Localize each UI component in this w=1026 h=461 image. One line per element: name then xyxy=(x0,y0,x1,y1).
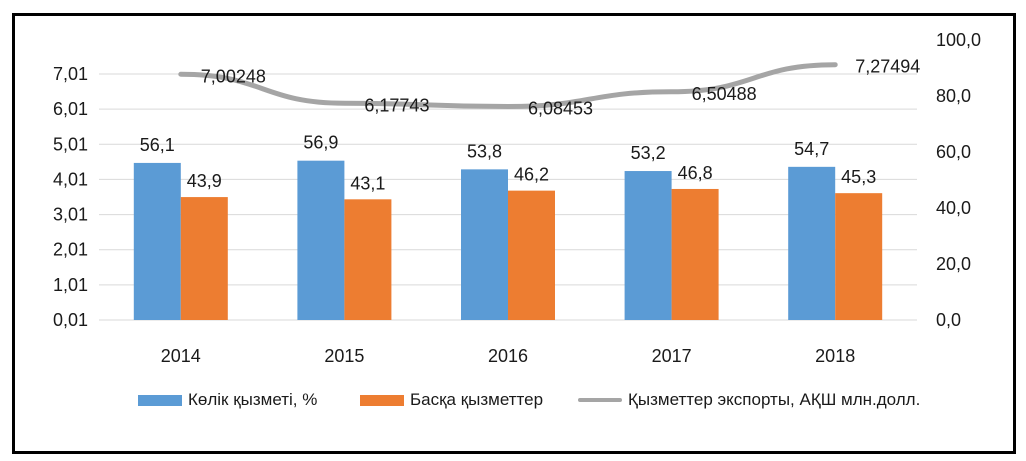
line-data-label: 6,50488 xyxy=(692,84,757,104)
bar-transport xyxy=(788,166,836,320)
bar-other xyxy=(508,190,555,320)
bar-transport xyxy=(133,162,181,320)
bar-data-label: 46,8 xyxy=(678,163,713,183)
left-axis-tick: 6,01 xyxy=(53,99,88,119)
left-axis-tick: 4,01 xyxy=(53,169,88,189)
legend-swatch-gray-line xyxy=(578,398,622,402)
x-axis-label: 2016 xyxy=(488,346,528,366)
bar-data-label: 43,1 xyxy=(350,173,385,193)
left-axis-tick: 1,01 xyxy=(53,275,88,295)
bar-transport xyxy=(461,169,508,320)
bar-data-label: 45,3 xyxy=(841,167,876,187)
legend-item-other: Басқа қызметтер xyxy=(360,390,543,410)
bar-other xyxy=(180,197,228,320)
bar-data-label: 53,8 xyxy=(467,141,502,161)
line-data-label: 6,08453 xyxy=(528,99,593,119)
bar-other xyxy=(835,193,883,320)
left-axis-tick: 3,01 xyxy=(53,205,88,225)
line-data-label: 7,27494 xyxy=(855,57,920,77)
legend-label: Көлік қызметі, % xyxy=(188,390,318,409)
bar-transport xyxy=(624,171,672,320)
bar-data-label: 46,2 xyxy=(514,165,549,185)
bar-data-label: 53,2 xyxy=(631,143,666,163)
right-axis-tick: 0,0 xyxy=(936,310,961,330)
legend-label: Басқа қызметтер xyxy=(410,390,544,409)
legend-item-exports: Қызметтер экспорты, АҚШ млн.долл. xyxy=(578,390,920,410)
legend-label: Қызметтер экспорты, АҚШ млн.долл. xyxy=(628,390,921,409)
bar-other xyxy=(344,199,392,320)
line-exports xyxy=(178,62,838,110)
bar-data-label: 43,9 xyxy=(187,171,222,191)
bar-data-label: 56,9 xyxy=(303,133,338,153)
chart-frame xyxy=(12,13,1016,454)
x-axis-label: 2018 xyxy=(815,346,855,366)
right-axis-tick: 80,0 xyxy=(936,86,971,106)
chart-legend: Көлік қызметі, % Басқа қызметтер Қызметт… xyxy=(0,390,1026,420)
left-axis-tick: 7,01 xyxy=(53,64,88,84)
left-axis-tick: 2,01 xyxy=(53,240,88,260)
right-axis-tick: 60,0 xyxy=(936,142,971,162)
legend-item-transport: Көлік қызметі, % xyxy=(138,390,317,410)
bar-other xyxy=(671,188,719,320)
left-axis-tick: 5,01 xyxy=(53,134,88,154)
line-data-label: 6,17743 xyxy=(364,95,429,115)
bar-data-label: 54,7 xyxy=(794,139,829,159)
bar-transport xyxy=(297,160,345,320)
legend-swatch-orange xyxy=(360,394,404,406)
right-axis-tick: 100,0 xyxy=(936,30,981,50)
legend-swatch-blue xyxy=(138,394,182,406)
x-axis-label: 2015 xyxy=(324,346,364,366)
right-axis-tick: 40,0 xyxy=(936,198,971,218)
x-axis-label: 2017 xyxy=(652,346,692,366)
left-axis-tick: 0,01 xyxy=(53,310,88,330)
line-data-label: 7,00248 xyxy=(201,66,266,86)
bar-data-label: 56,1 xyxy=(140,135,175,155)
right-axis-tick: 20,0 xyxy=(936,254,971,274)
x-axis-label: 2014 xyxy=(161,346,201,366)
